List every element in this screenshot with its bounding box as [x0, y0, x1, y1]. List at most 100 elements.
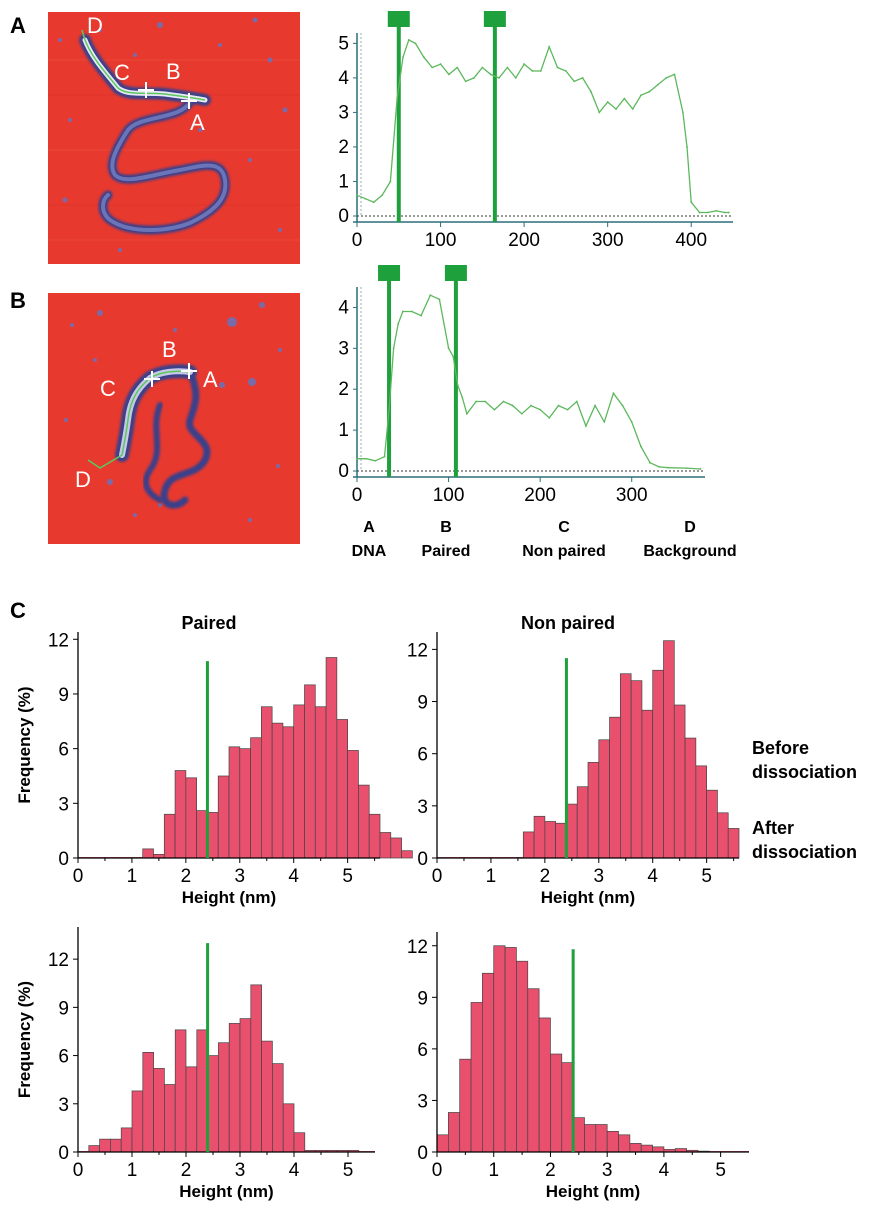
profile-point [511, 404, 514, 407]
histogram-bar [470, 1002, 483, 1153]
height-profile-chart-a: 0 1 2 3 4 5 0 100 200 300 400 [338, 11, 733, 251]
x-tick-label: 0 [432, 1160, 443, 1181]
profile-point [523, 63, 526, 65]
profile-point [452, 355, 455, 358]
profile-point [539, 408, 542, 411]
histogram-bar [163, 813, 176, 859]
profile-point [548, 45, 551, 48]
profile-point [422, 56, 425, 59]
profile-point [539, 70, 542, 72]
histogram-bar [566, 803, 578, 859]
afm-label-c: C [100, 376, 116, 401]
histogram-bar [174, 1029, 187, 1153]
profile-point [640, 94, 642, 97]
histogram-bar [561, 1062, 574, 1153]
profile-point [649, 461, 651, 464]
profile-point [623, 97, 626, 100]
histogram-bar [504, 947, 517, 1153]
profile-point [690, 201, 693, 204]
y-tick-label: 3 [417, 1091, 428, 1112]
x-tick-label: 3 [602, 1160, 613, 1181]
histogram-bar [641, 709, 654, 859]
x-tick-label: 3 [593, 866, 604, 887]
profile-point [481, 66, 484, 69]
y-tick-label: 0 [417, 849, 428, 870]
profile-point [590, 90, 592, 93]
x-tick-label: 1 [127, 866, 138, 887]
profile-point [392, 347, 395, 350]
profile-point [431, 66, 434, 69]
x-tick-label: 2 [181, 866, 192, 887]
x-tick-label: 5 [343, 1160, 354, 1181]
x-axis-title: Height (nm) [541, 888, 635, 907]
profile-point [372, 201, 375, 204]
histogram-bar [533, 815, 546, 859]
histogram-bar [576, 786, 589, 859]
histogram-bar [250, 737, 262, 859]
y-tick-label: 9 [58, 685, 69, 706]
histogram-bar [207, 812, 219, 859]
legend-text-b: Paired [422, 543, 471, 560]
profile-point [489, 73, 492, 76]
x-tick-label: 3 [234, 866, 245, 887]
legend-letter-b: B [440, 519, 452, 536]
x-tick-label: 2 [545, 1160, 556, 1181]
profile-point [585, 425, 587, 427]
profile-point [520, 412, 523, 415]
profile-point [388, 408, 390, 411]
y-tick-label: 3 [338, 102, 349, 123]
histogram-bar [207, 1055, 219, 1153]
x-tick-label: 200 [524, 485, 556, 506]
legend-letter-c: C [558, 519, 570, 536]
y-tick-label: 4 [338, 297, 349, 318]
y-tick-label: 6 [58, 740, 69, 761]
profile-point [473, 76, 475, 79]
y-tick-label: 9 [58, 998, 69, 1019]
histogram-bar [314, 706, 327, 859]
profile-point [484, 400, 487, 403]
profile-point [685, 467, 688, 470]
panel-label-b: B [10, 288, 26, 313]
histogram-bar [695, 765, 707, 859]
afm-label-c: C [114, 60, 130, 85]
histogram-bar [239, 748, 251, 859]
x-tick-label: 1 [486, 866, 497, 887]
y-tick-label: 6 [417, 745, 428, 766]
profile-point [564, 70, 567, 72]
x-tick-label: 5 [715, 1160, 726, 1181]
profile-trace [81, 29, 206, 101]
profile-point [656, 83, 659, 86]
histogram-bar [120, 1127, 133, 1153]
histogram-bar [196, 810, 208, 859]
profile-point [665, 76, 668, 79]
profile-point [603, 421, 606, 423]
legend-text-c: Non paired [522, 543, 606, 560]
afm-image-a: D C B A [48, 12, 300, 264]
y-tick-label: 6 [58, 1047, 69, 1068]
histogram-bar [261, 1040, 273, 1153]
afm-image-b: B C A D [48, 293, 300, 544]
x-tick-label: 4 [288, 866, 299, 887]
y-tick-label: 3 [58, 794, 69, 815]
x-tick-label: 1 [488, 1160, 499, 1181]
after-label-line1: After [752, 818, 794, 838]
histogram-bar [282, 726, 295, 859]
histogram-bar [88, 1145, 100, 1153]
histogram-bar [261, 706, 273, 859]
profile-point [464, 80, 467, 83]
histogram-bar [550, 1053, 563, 1153]
y-axis-title: Frequency (%) [15, 981, 34, 1098]
profile-point [401, 310, 404, 313]
x-tick-label: 0 [352, 230, 363, 251]
y-tick-label: 0 [417, 1143, 428, 1164]
histogram-bar [293, 1132, 306, 1153]
profile-point [364, 197, 367, 200]
y-tick-label: 3 [58, 1095, 69, 1116]
x-tick-label: 400 [675, 230, 707, 251]
histogram-bar [598, 739, 610, 859]
histogram-bar [401, 850, 413, 859]
histogram-bar [142, 1052, 154, 1153]
histogram-bar [640, 1144, 653, 1153]
y-tick-label: 2 [338, 379, 349, 400]
